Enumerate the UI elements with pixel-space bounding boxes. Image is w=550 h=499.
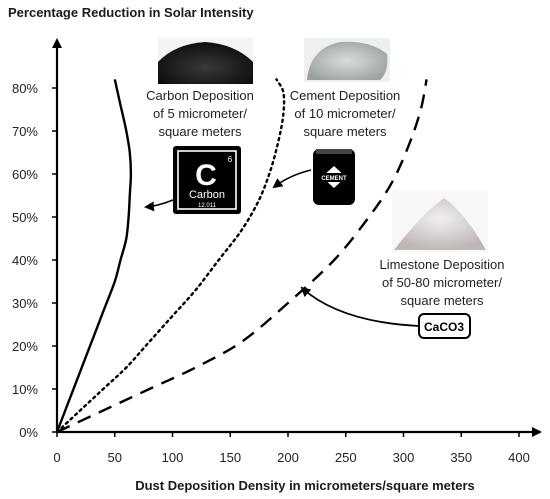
carbon-pointer-arrow xyxy=(144,199,174,212)
limestone-label-line-1: Limestone Deposition xyxy=(379,257,504,272)
carbon-annotation: Carbon Deposition of 5 micrometer/ squar… xyxy=(144,38,254,214)
x-tick-label: 0 xyxy=(53,450,60,465)
y-tick-label: 70% xyxy=(12,124,38,139)
x-tick-label: 50 xyxy=(108,450,122,465)
y-tick-label: 10% xyxy=(12,382,38,397)
cement-annotation: Cement Deposition of 10 micrometer/ squa… xyxy=(272,38,401,205)
carbon-name: Carbon xyxy=(189,189,225,201)
cement-label-line-3: square meters xyxy=(303,124,387,139)
y-tick-label: 30% xyxy=(12,296,38,311)
cement-bag-icon: CEMENT xyxy=(313,149,355,205)
series-dotted-line xyxy=(55,78,286,434)
y-tick-label: 80% xyxy=(12,81,38,96)
y-tick-labels: 0% 10% 20% 30% 40% 50% 60% 70% 80% xyxy=(12,81,57,440)
y-tick-label: 50% xyxy=(12,210,38,225)
carbon-label-line-1: Carbon Deposition xyxy=(146,88,254,103)
carbon-symbol: C xyxy=(195,159,217,192)
x-tick-label: 150 xyxy=(219,450,241,465)
x-tick-labels: 0 50 100 150 200 250 300 350 400 xyxy=(53,432,530,465)
chart-title: Percentage Reduction in Solar Intensity xyxy=(8,5,254,20)
y-tick-label: 40% xyxy=(12,253,38,268)
y-tick-label: 0% xyxy=(19,425,38,440)
series-layer xyxy=(55,78,428,434)
x-tick-label: 350 xyxy=(450,450,472,465)
caco3-badge: CaCO3 xyxy=(418,313,471,339)
x-tick-label: 300 xyxy=(393,450,415,465)
carbon-mass: 12.011 xyxy=(198,203,217,209)
x-tick-label: 400 xyxy=(508,450,530,465)
series-solid-line xyxy=(55,79,133,433)
x-tick-label: 200 xyxy=(277,450,299,465)
limestone-annotation: Limestone Deposition of 50-80 micrometer… xyxy=(300,190,505,339)
y-tick-label: 60% xyxy=(12,167,38,182)
cement-pointer-arrow xyxy=(272,169,312,189)
series-dashed-line xyxy=(56,79,428,434)
caco3-label: CaCO3 xyxy=(424,320,464,334)
cement-bag-label: CEMENT xyxy=(321,176,347,182)
limestone-label-line-2: of 50-80 micrometer/ xyxy=(382,275,502,290)
limestone-powder-image xyxy=(392,190,488,252)
cement-powder-image xyxy=(304,38,390,82)
carbon-label-line-2: of 5 micrometer/ xyxy=(153,106,247,121)
x-tick-label: 100 xyxy=(162,450,184,465)
y-tick-label: 20% xyxy=(12,339,38,354)
carbon-element-badge: C 6 Carbon 12.011 xyxy=(173,146,241,214)
limestone-pointer-arrow xyxy=(300,286,420,327)
cement-label-line-2: of 10 micrometer/ xyxy=(294,106,396,121)
x-tick-label: 250 xyxy=(335,450,357,465)
carbon-label-line-3: square meters xyxy=(158,124,242,139)
limestone-label-line-3: square meters xyxy=(400,293,484,308)
cement-label-line-1: Cement Deposition xyxy=(290,88,401,103)
carbon-powder-image xyxy=(158,38,253,84)
carbon-atomic-number: 6 xyxy=(228,155,233,164)
x-axis-label: Dust Deposition Density in micrometers/s… xyxy=(135,478,475,493)
